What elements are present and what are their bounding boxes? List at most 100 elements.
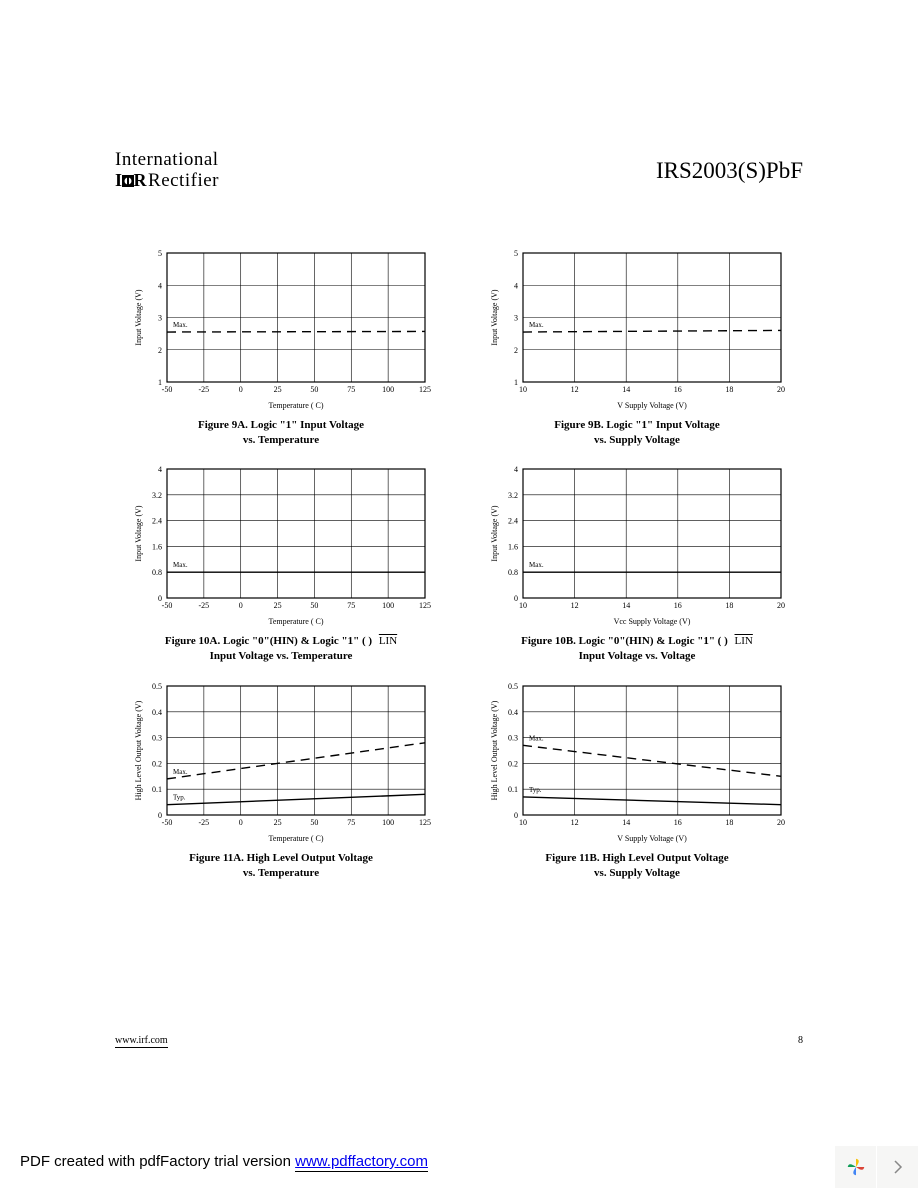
svg-text:50: 50 bbox=[310, 601, 318, 610]
svg-text:1: 1 bbox=[514, 378, 518, 387]
svg-text:0.5: 0.5 bbox=[152, 682, 162, 691]
svg-text:Input Voltage (V): Input Voltage (V) bbox=[490, 289, 499, 345]
svg-text:100: 100 bbox=[382, 385, 394, 394]
svg-text:0.3: 0.3 bbox=[152, 734, 162, 743]
svg-text:0.2: 0.2 bbox=[508, 760, 518, 769]
svg-text:Max.: Max. bbox=[529, 734, 544, 742]
svg-text:3: 3 bbox=[514, 313, 518, 322]
svg-text:2: 2 bbox=[514, 346, 518, 355]
svg-text:3.2: 3.2 bbox=[508, 491, 518, 500]
footer: www.irf.com 8 bbox=[115, 1035, 803, 1048]
svg-text:5: 5 bbox=[158, 249, 162, 258]
svg-text:4: 4 bbox=[514, 465, 518, 474]
svg-text:20: 20 bbox=[777, 818, 785, 827]
svg-text:Input Voltage (V): Input Voltage (V) bbox=[134, 506, 143, 562]
svg-text:V Supply Voltage (V): V Supply Voltage (V) bbox=[617, 834, 687, 843]
svg-text:Temperature ( C): Temperature ( C) bbox=[269, 401, 324, 410]
chart-svg-11b: 10121416182000.10.20.30.40.5Max.Typ.V Su… bbox=[487, 680, 787, 845]
svg-text:0: 0 bbox=[239, 818, 243, 827]
svg-text:18: 18 bbox=[725, 601, 733, 610]
svg-text:4: 4 bbox=[158, 281, 162, 290]
svg-text:Temperature ( C): Temperature ( C) bbox=[269, 834, 324, 843]
svg-text:Input Voltage (V): Input Voltage (V) bbox=[490, 506, 499, 562]
company-logo: International IR Rectifier bbox=[115, 150, 219, 192]
caption-9a: Figure 9A. Logic "1" Input Voltagevs. Te… bbox=[198, 418, 364, 448]
svg-text:V Supply Voltage (V): V Supply Voltage (V) bbox=[617, 401, 687, 410]
svg-text:125: 125 bbox=[419, 601, 431, 610]
svg-text:50: 50 bbox=[310, 818, 318, 827]
svg-text:Max.: Max. bbox=[173, 562, 188, 570]
svg-text:16: 16 bbox=[674, 385, 682, 394]
svg-text:Input Voltage (V): Input Voltage (V) bbox=[134, 289, 143, 345]
svg-text:-50: -50 bbox=[162, 385, 173, 394]
svg-text:1.6: 1.6 bbox=[152, 543, 162, 552]
svg-text:0: 0 bbox=[514, 594, 518, 603]
svg-text:2.4: 2.4 bbox=[152, 517, 162, 526]
chart-11b: 10121416182000.10.20.30.40.5Max.Typ.V Su… bbox=[471, 680, 803, 881]
svg-text:-25: -25 bbox=[199, 818, 210, 827]
chart-svg-10b: 10121416182000.81.62.43.24Max.Vcc Supply… bbox=[487, 463, 787, 628]
svg-text:25: 25 bbox=[274, 601, 282, 610]
svg-text:0.3: 0.3 bbox=[508, 734, 518, 743]
charts-grid: -50-25025507510012512345Max.Temperature … bbox=[115, 247, 803, 881]
svg-text:18: 18 bbox=[725, 385, 733, 394]
chart-9a: -50-25025507510012512345Max.Temperature … bbox=[115, 247, 447, 448]
svg-text:100: 100 bbox=[382, 601, 394, 610]
svg-text:0: 0 bbox=[239, 385, 243, 394]
bottom-icon-bar bbox=[834, 1146, 918, 1188]
svg-text:Max.: Max. bbox=[529, 562, 544, 570]
svg-text:-25: -25 bbox=[199, 385, 210, 394]
pdf-link[interactable]: www.pdffactory.com bbox=[295, 1153, 428, 1172]
svg-text:10: 10 bbox=[519, 601, 527, 610]
chart-svg-11a: -50-25025507510012500.10.20.30.40.5Max.T… bbox=[131, 680, 431, 845]
logo-ior: IR bbox=[115, 171, 146, 191]
svg-text:Vcc Supply Voltage (V): Vcc Supply Voltage (V) bbox=[614, 617, 691, 626]
chart-9b: 10121416182012345Max.V Supply Voltage (V… bbox=[471, 247, 803, 448]
svg-text:0.1: 0.1 bbox=[152, 785, 162, 794]
svg-text:12: 12 bbox=[571, 601, 579, 610]
svg-text:25: 25 bbox=[274, 818, 282, 827]
svg-text:14: 14 bbox=[622, 385, 630, 394]
footer-url: www.irf.com bbox=[115, 1035, 168, 1048]
caption-10b: Figure 10B. Logic "0"(HIN) & Logic "1" (… bbox=[521, 634, 753, 664]
svg-text:Max.: Max. bbox=[173, 321, 188, 329]
svg-text:75: 75 bbox=[347, 385, 355, 394]
svg-text:2.4: 2.4 bbox=[508, 517, 518, 526]
logo-line1: International bbox=[115, 150, 219, 171]
page-number: 8 bbox=[798, 1035, 803, 1048]
chart-svg-10a: -50-25025507510012500.81.62.43.24Max.Tem… bbox=[131, 463, 431, 628]
svg-text:0.2: 0.2 bbox=[152, 760, 162, 769]
svg-text:4: 4 bbox=[158, 465, 162, 474]
svg-text:75: 75 bbox=[347, 818, 355, 827]
svg-text:Typ.: Typ. bbox=[529, 786, 542, 794]
svg-text:-25: -25 bbox=[199, 601, 210, 610]
chart-10b: 10121416182000.81.62.43.24Max.Vcc Supply… bbox=[471, 463, 803, 664]
caption-11a: Figure 11A. High Level Output Voltagevs.… bbox=[189, 851, 373, 881]
part-number: IRS2003(S)PbF bbox=[656, 158, 803, 184]
svg-text:Max.: Max. bbox=[173, 768, 188, 776]
pdf-text: PDF created with pdfFactory trial versio… bbox=[20, 1153, 295, 1170]
svg-text:High Level Output Voltage (V): High Level Output Voltage (V) bbox=[134, 700, 143, 800]
svg-text:100: 100 bbox=[382, 818, 394, 827]
chart-svg-9b: 10121416182012345Max.V Supply Voltage (V… bbox=[487, 247, 787, 412]
chart-10a: -50-25025507510012500.81.62.43.24Max.Tem… bbox=[115, 463, 447, 664]
svg-text:5: 5 bbox=[514, 249, 518, 258]
svg-text:0.5: 0.5 bbox=[508, 682, 518, 691]
svg-text:20: 20 bbox=[777, 601, 785, 610]
svg-text:12: 12 bbox=[571, 818, 579, 827]
chart-svg-9a: -50-25025507510012512345Max.Temperature … bbox=[131, 247, 431, 412]
caption-10a: Figure 10A. Logic "0"(HIN) & Logic "1" (… bbox=[165, 634, 397, 664]
svg-text:75: 75 bbox=[347, 601, 355, 610]
svg-text:10: 10 bbox=[519, 385, 527, 394]
pinwheel-icon[interactable] bbox=[834, 1146, 876, 1188]
svg-text:High Level Output Voltage (V): High Level Output Voltage (V) bbox=[490, 700, 499, 800]
svg-text:Typ.: Typ. bbox=[173, 794, 186, 802]
svg-text:125: 125 bbox=[419, 385, 431, 394]
chevron-right-icon[interactable] bbox=[876, 1146, 918, 1188]
svg-text:3: 3 bbox=[158, 313, 162, 322]
svg-text:25: 25 bbox=[274, 385, 282, 394]
svg-text:0.8: 0.8 bbox=[508, 569, 518, 578]
svg-text:Max.: Max. bbox=[529, 321, 544, 329]
svg-text:16: 16 bbox=[674, 818, 682, 827]
svg-text:1.6: 1.6 bbox=[508, 543, 518, 552]
